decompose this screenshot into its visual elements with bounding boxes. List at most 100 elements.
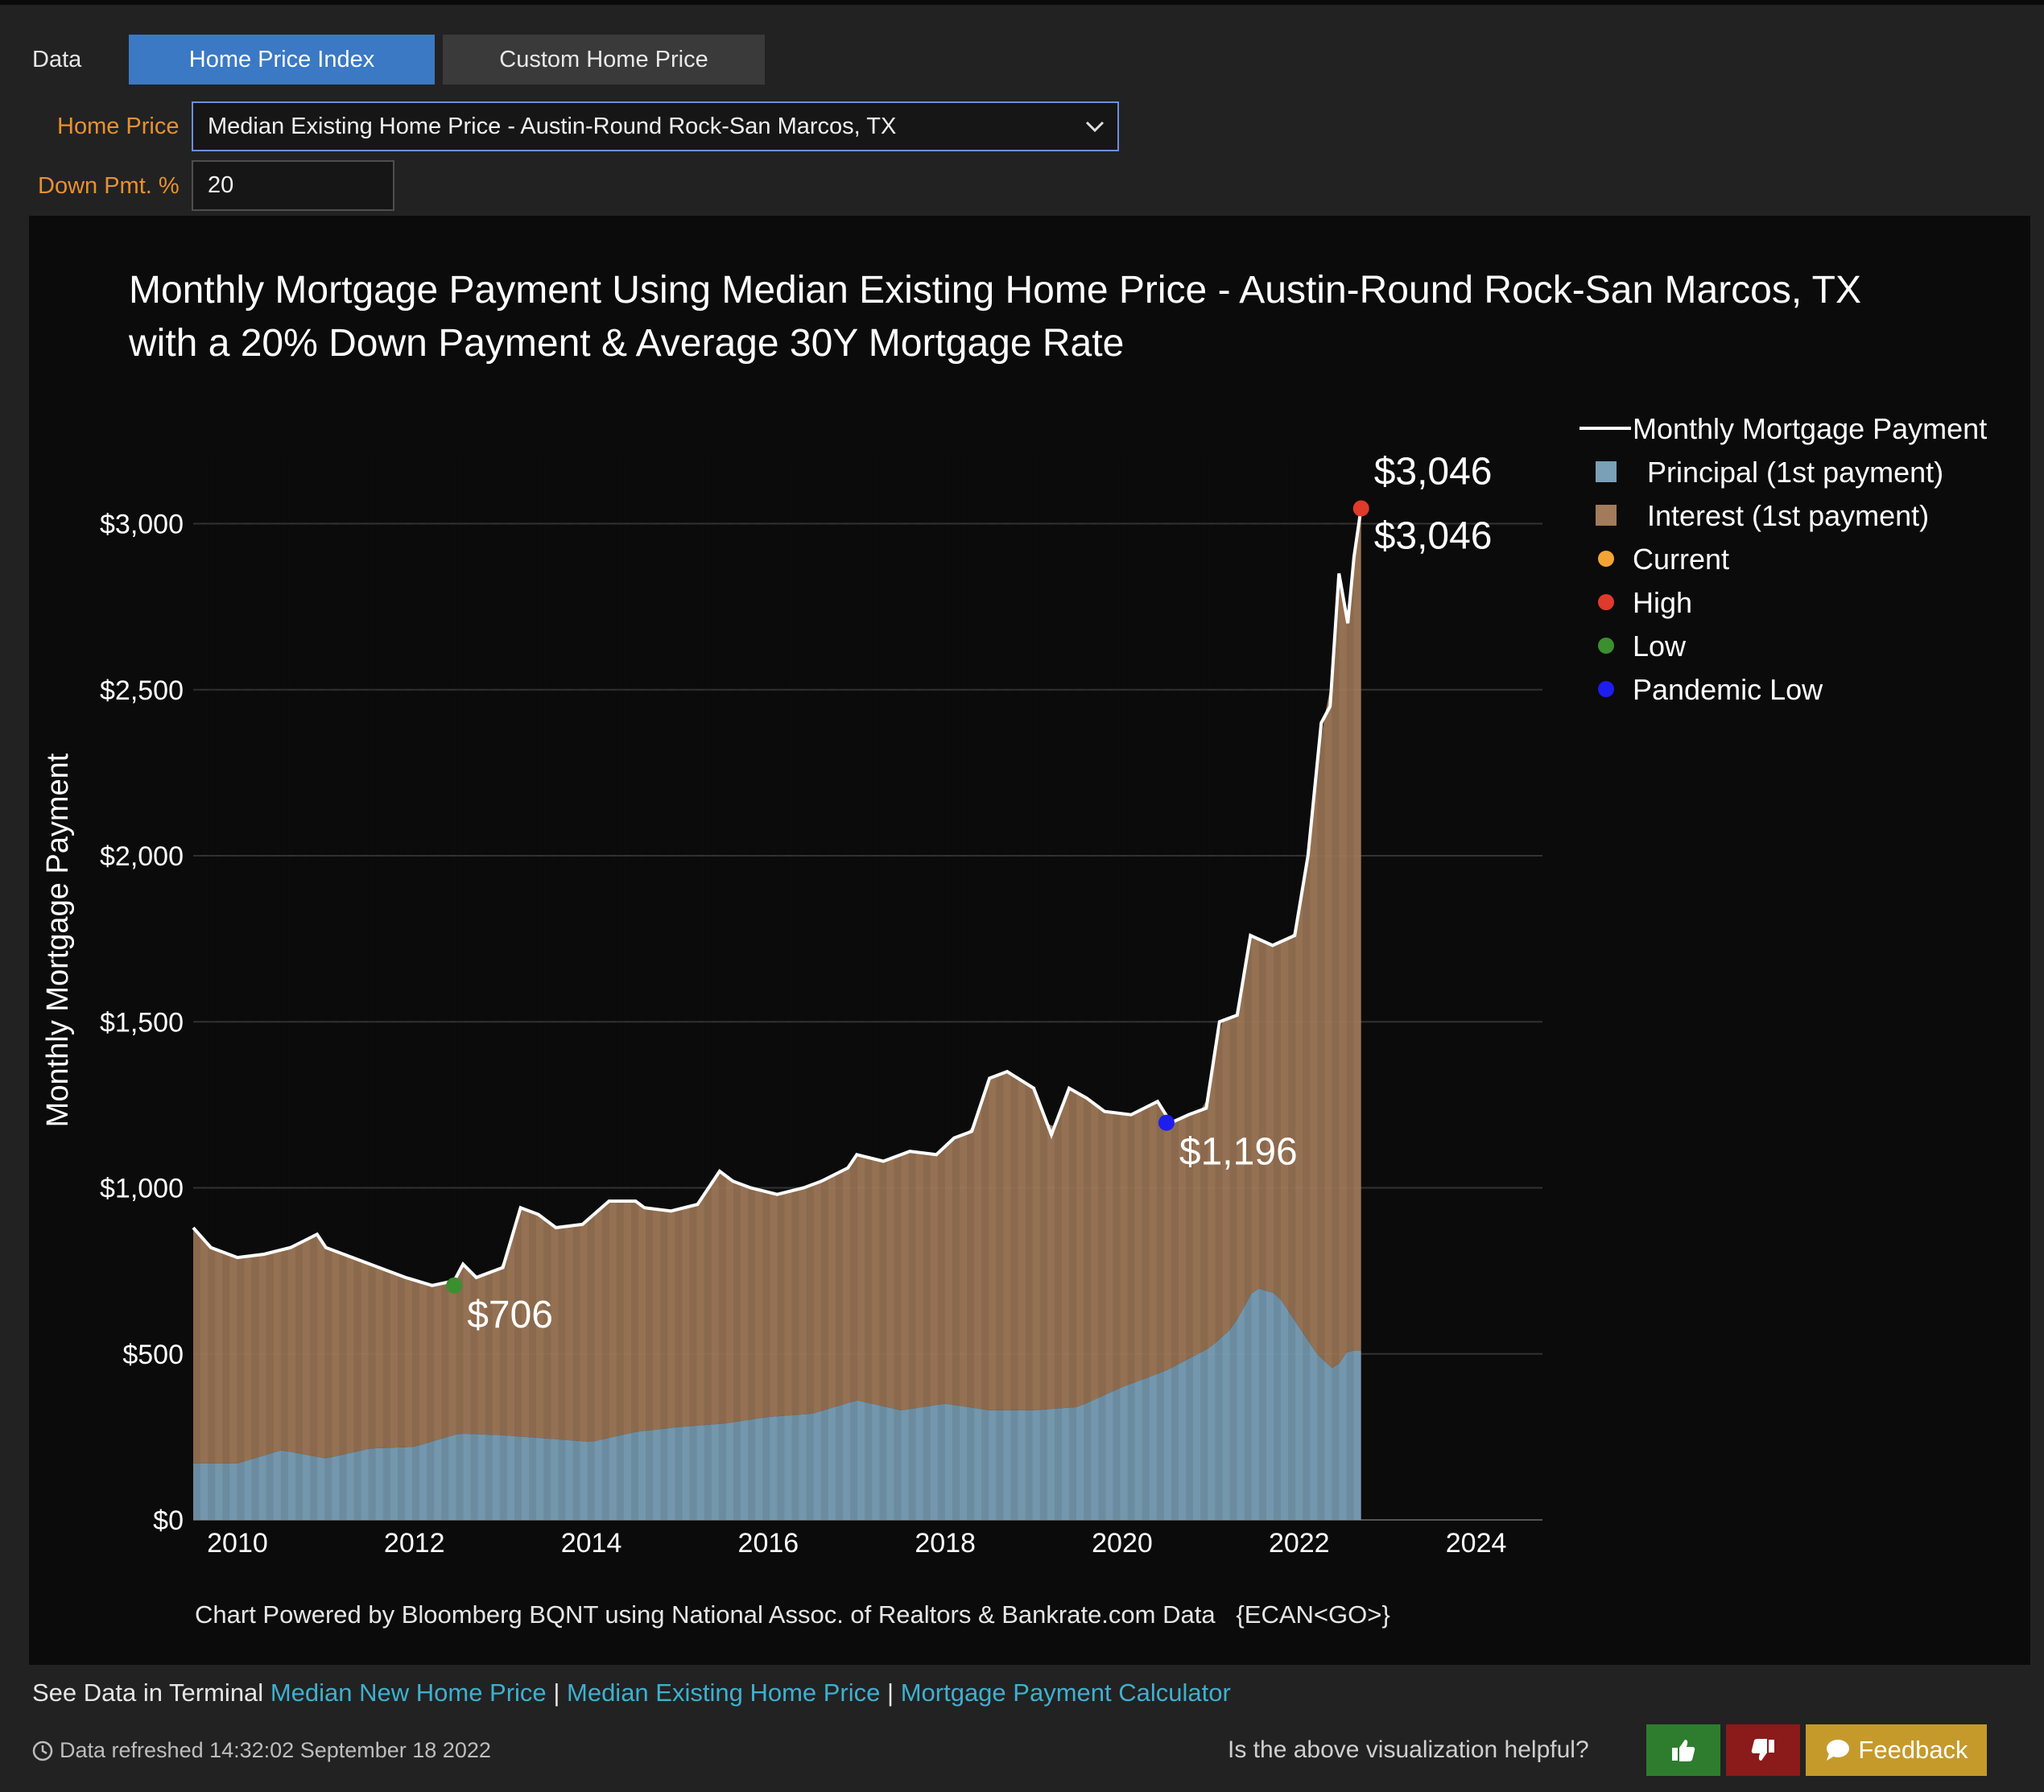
thumbs-down-button[interactable]: [1726, 1724, 1800, 1776]
x-tick-label: 2022: [1269, 1528, 1330, 1559]
x-axis-ticks: 2010 2012 2014 2016 2018 2020 2022 2024: [207, 1528, 1506, 1559]
marker-label-high: $3,046: [1374, 451, 1493, 493]
bar-stripe: [1054, 457, 1062, 1520]
bar-stripe: [441, 457, 449, 1520]
bar-stripe: [1010, 457, 1018, 1520]
link-median-existing-home-price[interactable]: Median Existing Home Price: [567, 1678, 881, 1707]
bar-stripe: [850, 457, 858, 1520]
bar-stripe: [1084, 457, 1092, 1520]
legend-item-label: Low: [1633, 630, 1687, 663]
chart-source-note: Chart Powered by Bloomberg BQNT using Na…: [195, 1600, 1390, 1629]
bar-stripe: [1215, 457, 1223, 1520]
bar-stripe: [865, 457, 873, 1520]
bar-stripe: [894, 457, 902, 1520]
bar-stripe: [514, 457, 522, 1520]
x-tick-label: 2020: [1092, 1528, 1153, 1559]
interest-area: [193, 508, 1361, 1464]
bar-stripe: [193, 457, 201, 1520]
thumbs-up-button[interactable]: [1646, 1724, 1720, 1776]
bar-stripe: [456, 457, 464, 1520]
bar-stripe: [470, 457, 478, 1520]
bar-stripe: [1113, 457, 1121, 1520]
bar-stripe: [1317, 457, 1325, 1520]
bar-stripe: [324, 457, 332, 1520]
bar-stripe: [806, 457, 814, 1520]
tab-home-price-index[interactable]: Home Price Index: [129, 35, 435, 85]
chart-areas: [193, 457, 1361, 1520]
x-tick-label: 2018: [915, 1528, 976, 1559]
marker-label-pandemic-low: $1,196: [1179, 1131, 1298, 1174]
thumbs-down-icon: [1751, 1739, 1774, 1761]
window-top-border: [0, 0, 2044, 5]
feedback-button[interactable]: Feedback: [1806, 1724, 1987, 1776]
link-mortgage-payment-calculator[interactable]: Mortgage Payment Calculator: [900, 1678, 1231, 1707]
speech-bubble-icon: [1827, 1740, 1850, 1761]
home-price-select[interactable]: Median Existing Home Price - Austin-Roun…: [192, 101, 1119, 151]
bar-stripe: [339, 457, 347, 1520]
bar-stripe: [1127, 457, 1135, 1520]
bar-stripe: [485, 457, 493, 1520]
y-tick-label: $0: [153, 1505, 184, 1536]
bar-stripe: [1303, 457, 1311, 1520]
bar-stripe: [908, 457, 916, 1520]
bar-stripe: [1039, 457, 1047, 1520]
down-payment-input[interactable]: 20: [192, 160, 394, 211]
bar-stripe: [981, 457, 989, 1520]
bar-stripe: [762, 457, 770, 1520]
bar-stripe: [1273, 457, 1281, 1520]
clock-icon: [32, 1740, 53, 1761]
bar-stripe: [208, 457, 216, 1520]
bar-stripe: [1171, 457, 1179, 1520]
link-separator: |: [887, 1678, 894, 1707]
bar-stripe: [1244, 457, 1252, 1520]
bar-stripe: [572, 457, 580, 1520]
marker-label-low: $706: [467, 1294, 553, 1336]
marker-high: [1352, 500, 1369, 517]
x-tick-label: 2012: [384, 1528, 445, 1559]
bar-stripe: [660, 457, 668, 1520]
legend-square-swatch: [1596, 461, 1617, 482]
y-tick-label: $500: [122, 1340, 184, 1370]
bar-stripe: [1346, 457, 1354, 1520]
bar-stripe: [835, 457, 843, 1520]
chart-title-line1: Monthly Mortgage Payment Using Median Ex…: [129, 269, 1861, 312]
bar-stripe: [923, 457, 931, 1520]
bar-stripe: [689, 457, 697, 1520]
chart-panel: Monthly Mortgage Payment Using Median Ex…: [29, 216, 2030, 1665]
bar-stripe: [412, 457, 420, 1520]
bar-stripe: [499, 457, 507, 1520]
data-label: Data: [32, 47, 82, 72]
bar-stripe: [1229, 457, 1237, 1520]
bar-stripe: [601, 457, 609, 1520]
x-tick-label: 2010: [207, 1528, 268, 1559]
bar-stripe: [558, 457, 566, 1520]
y-tick-label: $3,000: [100, 510, 184, 540]
chevron-down-icon: [1085, 121, 1105, 133]
legend-dot-swatch: [1598, 681, 1614, 697]
legend-item-label: Monthly Mortgage Payment: [1633, 412, 1987, 445]
legend-item-label: Pandemic Low: [1633, 673, 1823, 706]
bar-stripe: [587, 457, 595, 1520]
x-tick-label: 2024: [1446, 1528, 1507, 1559]
bar-stripe: [529, 457, 537, 1520]
tab-custom-home-price[interactable]: Custom Home Price: [443, 35, 765, 85]
legend-dot-swatch: [1598, 594, 1614, 610]
bar-stripe: [748, 457, 756, 1520]
chart-markers: $3,046 $3,046 $706 $1,196: [446, 451, 1493, 1336]
see-data-prefix: See Data in Terminal: [32, 1678, 264, 1707]
bar-stripe: [1258, 457, 1266, 1520]
refresh-text: Data refreshed 14:32:02 September 18 202…: [60, 1738, 491, 1762]
link-median-new-home-price[interactable]: Median New Home Price: [270, 1678, 547, 1707]
home-price-select-value: Median Existing Home Price - Austin-Roun…: [208, 114, 897, 139]
bar-stripe: [427, 457, 435, 1520]
bar-stripe: [1098, 457, 1106, 1520]
bar-stripe: [543, 457, 551, 1520]
bar-stripe: [382, 457, 390, 1520]
bar-stripe: [967, 457, 975, 1520]
home-price-label: Home Price: [57, 114, 180, 139]
bar-stripe: [616, 457, 624, 1520]
marker-pandemic-low: [1158, 1114, 1175, 1131]
bar-stripe: [820, 457, 828, 1520]
bar-stripe: [1069, 457, 1077, 1520]
bar-stripe: [310, 457, 318, 1520]
